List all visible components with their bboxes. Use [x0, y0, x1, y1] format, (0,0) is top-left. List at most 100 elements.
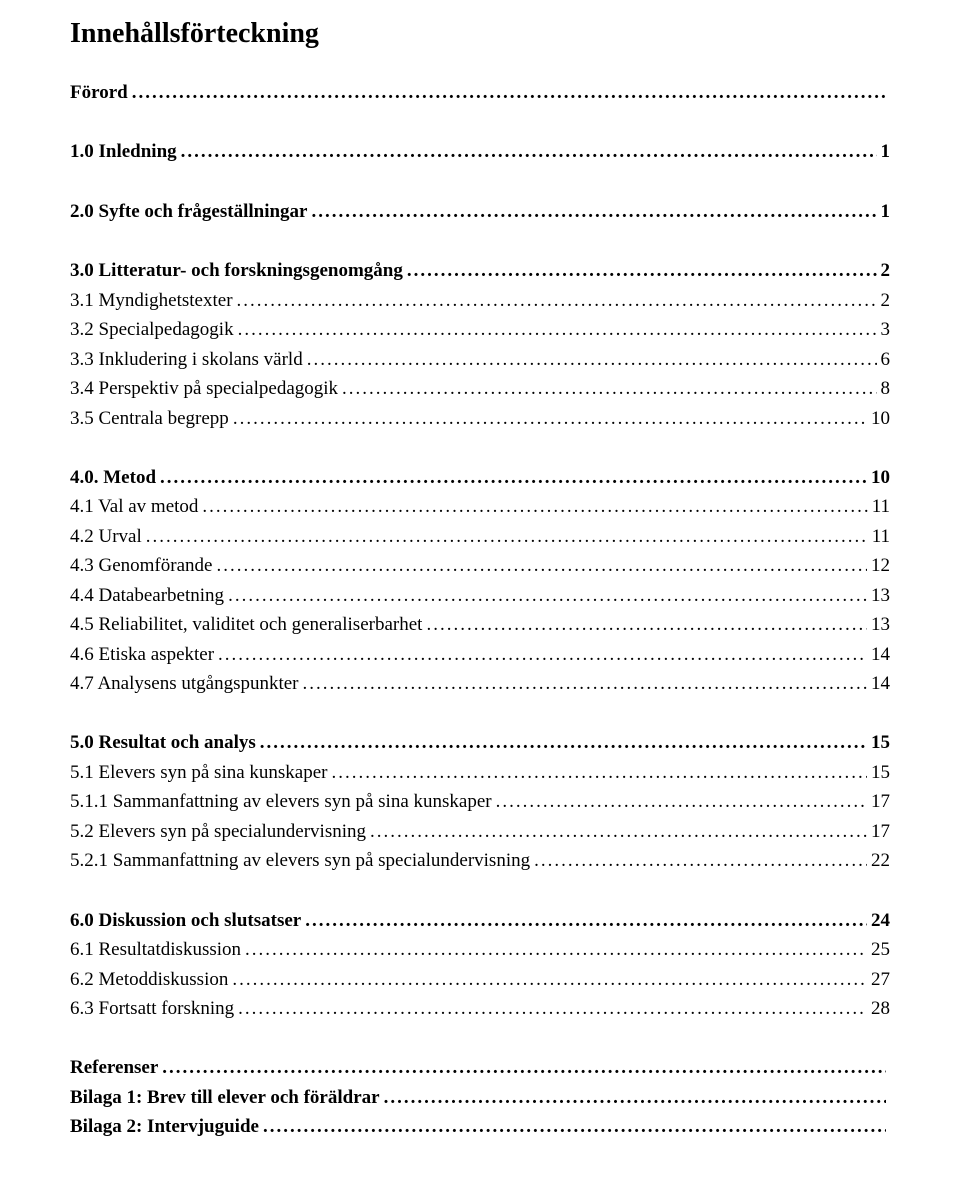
toc-entry: 5.1.1 Sammanfattning av elevers syn på s…: [70, 787, 890, 816]
toc-entry-page: 2: [881, 286, 891, 315]
toc-entry: 3.1 Myndighetstexter 2: [70, 286, 890, 315]
toc-entry-leader: [181, 137, 877, 166]
toc-entry-leader: [238, 994, 867, 1023]
toc-entry-page: 2: [881, 256, 891, 285]
toc-entry-leader: [162, 1053, 886, 1082]
toc-entry-label: 4.5 Reliabilitet, validitet och generali…: [70, 610, 422, 639]
toc-entry-page: 6: [881, 345, 891, 374]
toc-entry-leader: [232, 965, 867, 994]
toc-entry-leader: [305, 906, 867, 935]
toc-entry: 4.2 Urval 11: [70, 522, 890, 551]
toc-entry-leader: [132, 78, 886, 107]
toc-entry: 5.2 Elevers syn på specialundervisning 1…: [70, 817, 890, 846]
toc-entry-label: 4.4 Databearbetning: [70, 581, 224, 610]
toc-entry-leader: [311, 197, 876, 226]
toc-spacer: [70, 226, 890, 256]
toc-entry-page: 17: [871, 787, 890, 816]
toc-entry: 3.4 Perspektiv på specialpedagogik 8: [70, 374, 890, 403]
toc-entry: 3.5 Centrala begrepp 10: [70, 404, 890, 433]
toc-entry-page: 28: [871, 994, 890, 1023]
toc-entry: Bilaga 1: Brev till elever och föräldrar: [70, 1083, 890, 1112]
toc-entry-label: 4.6 Etiska aspekter: [70, 640, 214, 669]
toc-entry-label: 4.0. Metod: [70, 463, 156, 492]
toc-entry-leader: [216, 551, 867, 580]
toc-list: Förord1.0 Inledning 12.0 Syfte och fråge…: [70, 78, 890, 1142]
toc-entry: Bilaga 2: Intervjuguide: [70, 1112, 890, 1141]
toc-entry-label: 4.2 Urval: [70, 522, 142, 551]
toc-entry-page: 11: [872, 492, 890, 521]
toc-entry-label: 2.0 Syfte och frågeställningar: [70, 197, 307, 226]
toc-entry-label: 6.1 Resultatdiskussion: [70, 935, 241, 964]
toc-entry-page: 11: [872, 522, 890, 551]
toc-entry-page: 3: [881, 315, 891, 344]
toc-entry-page: 14: [871, 669, 890, 698]
toc-entry-leader: [218, 640, 867, 669]
toc-entry: 6.3 Fortsatt forskning 28: [70, 994, 890, 1023]
toc-entry: 3.2 Specialpedagogik 3: [70, 315, 890, 344]
toc-entry: 4.1 Val av metod 11: [70, 492, 890, 521]
toc-entry-label: Förord: [70, 78, 128, 107]
toc-entry-leader: [370, 817, 867, 846]
toc-entry-leader: [332, 758, 868, 787]
toc-entry-label: 3.5 Centrala begrepp: [70, 404, 229, 433]
toc-page: Innehållsförteckning Förord1.0 Inledning…: [0, 0, 960, 1182]
toc-spacer: [70, 1023, 890, 1053]
toc-entry-leader: [496, 787, 867, 816]
toc-entry-page: 14: [871, 640, 890, 669]
toc-spacer: [70, 876, 890, 906]
toc-entry-label: Bilaga 2: Intervjuguide: [70, 1112, 259, 1141]
toc-entry-label: 5.0 Resultat och analys: [70, 728, 256, 757]
toc-entry: 5.2.1 Sammanfattning av elevers syn på s…: [70, 846, 890, 875]
toc-entry-label: 5.1.1 Sammanfattning av elevers syn på s…: [70, 787, 492, 816]
toc-entry: 1.0 Inledning 1: [70, 137, 890, 166]
toc-entry: 4.6 Etiska aspekter 14: [70, 640, 890, 669]
toc-entry-leader: [342, 374, 876, 403]
toc-entry: 5.1 Elevers syn på sina kunskaper 15: [70, 758, 890, 787]
toc-entry-leader: [426, 610, 867, 639]
toc-entry-leader: [534, 846, 867, 875]
toc-entry-page: 13: [871, 610, 890, 639]
toc-entry: 4.0. Metod 10: [70, 463, 890, 492]
toc-entry-page: 27: [871, 965, 890, 994]
toc-entry-page: 22: [871, 846, 890, 875]
toc-entry-label: 6.2 Metoddiskussion: [70, 965, 228, 994]
toc-entry-label: 3.3 Inkludering i skolans värld: [70, 345, 303, 374]
toc-entry-page: 13: [871, 581, 890, 610]
toc-entry-leader: [384, 1083, 886, 1112]
toc-entry-leader: [407, 256, 877, 285]
toc-entry-leader: [245, 935, 867, 964]
toc-entry-page: 1: [881, 197, 891, 226]
toc-entry-page: 1: [881, 137, 891, 166]
toc-entry-leader: [202, 492, 867, 521]
toc-entry-page: 10: [871, 404, 890, 433]
toc-entry-label: 3.4 Perspektiv på specialpedagogik: [70, 374, 338, 403]
toc-entry-label: 4.3 Genomförande: [70, 551, 212, 580]
toc-entry-leader: [146, 522, 868, 551]
toc-entry: 6.0 Diskussion och slutsatser 24: [70, 906, 890, 935]
toc-entry-page: 24: [871, 906, 890, 935]
toc-entry: 4.7 Analysens utgångspunkter 14: [70, 669, 890, 698]
toc-entry-label: 5.2 Elevers syn på specialundervisning: [70, 817, 366, 846]
toc-entry: 3.3 Inkludering i skolans värld 6: [70, 345, 890, 374]
toc-entry-label: 3.0 Litteratur- och forskningsgenomgång: [70, 256, 403, 285]
toc-entry-page: 17: [871, 817, 890, 846]
toc-entry-leader: [233, 404, 867, 433]
toc-entry: 2.0 Syfte och frågeställningar 1: [70, 197, 890, 226]
toc-entry-leader: [228, 581, 867, 610]
toc-entry-leader: [237, 286, 877, 315]
toc-entry: Förord: [70, 78, 890, 107]
toc-entry-leader: [260, 728, 867, 757]
toc-entry-label: 6.0 Diskussion och slutsatser: [70, 906, 301, 935]
toc-entry-page: 25: [871, 935, 890, 964]
toc-spacer: [70, 698, 890, 728]
toc-entry-page: 8: [881, 374, 891, 403]
toc-spacer: [70, 433, 890, 463]
toc-entry-page: 10: [871, 463, 890, 492]
toc-entry-page: 12: [871, 551, 890, 580]
toc-entry-leader: [307, 345, 877, 374]
toc-entry-label: 1.0 Inledning: [70, 137, 177, 166]
toc-entry: 4.4 Databearbetning 13: [70, 581, 890, 610]
toc-entry-label: 3.2 Specialpedagogik: [70, 315, 234, 344]
toc-entry-leader: [238, 315, 877, 344]
toc-entry: 3.0 Litteratur- och forskningsgenomgång …: [70, 256, 890, 285]
